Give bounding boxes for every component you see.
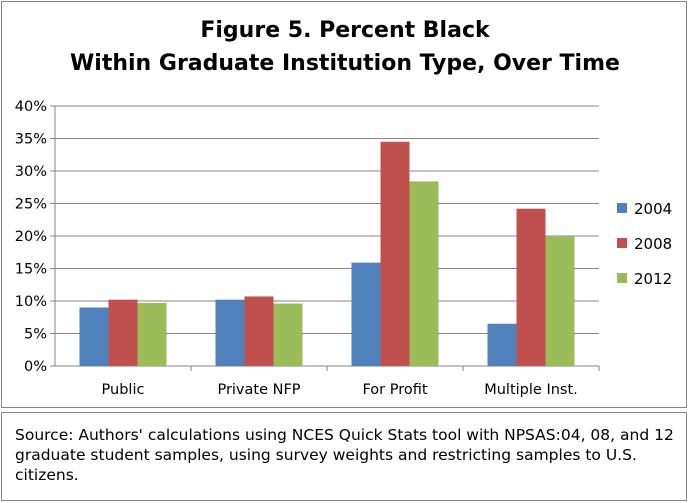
y-tick-label: 20% (15, 229, 47, 245)
bar-2004 (351, 262, 381, 366)
legend-swatch-2012 (617, 273, 627, 283)
bar-2008 (516, 208, 546, 366)
chart-title-line-2: Within Graduate Institution Type, Over T… (70, 51, 620, 76)
bar-2012 (545, 236, 575, 366)
source-note-panel: Source: Authors' calculations using NCES… (1, 412, 687, 501)
bar-2004 (215, 299, 245, 366)
chart-title-line-1: Figure 5. Percent Black (200, 18, 490, 43)
legend-label-2004: 2004 (634, 200, 672, 218)
source-note: Source: Authors' calculations using NCES… (15, 426, 674, 484)
bar-2012 (409, 181, 439, 366)
legend-swatch-2004 (617, 203, 627, 213)
x-category-label: For Profit (362, 382, 427, 398)
x-category-label: Private NFP (217, 382, 300, 398)
bar-2004 (487, 323, 517, 366)
bar-chart: 0% 5% 10% 15% 20% 25% 30% 35% 40% Public Private N… (15, 99, 672, 398)
y-tick-label: 10% (15, 294, 47, 310)
bar-2008 (244, 296, 274, 366)
legend-label-2008: 2008 (634, 235, 672, 253)
bar-2012 (137, 302, 167, 366)
y-tick-label: 25% (15, 197, 47, 213)
x-category-label: Public (102, 382, 145, 398)
bar-2008 (380, 141, 410, 366)
x-category-label: Multiple Inst. (484, 382, 578, 398)
legend-label-2012: 2012 (634, 270, 672, 288)
y-tick-label: 5% (24, 327, 47, 343)
chart-panel: Figure 5. Percent Black Within Graduate … (1, 1, 687, 408)
bar-2008 (108, 299, 138, 366)
y-tick-label: 15% (15, 262, 47, 278)
bar-2004 (79, 307, 109, 366)
legend-swatch-2008 (617, 238, 627, 248)
y-tick-label: 40% (15, 99, 47, 115)
bar-2012 (273, 303, 303, 366)
y-tick-label: 0% (24, 359, 47, 375)
y-tick-label: 35% (15, 132, 47, 148)
y-tick-label: 30% (15, 164, 47, 180)
